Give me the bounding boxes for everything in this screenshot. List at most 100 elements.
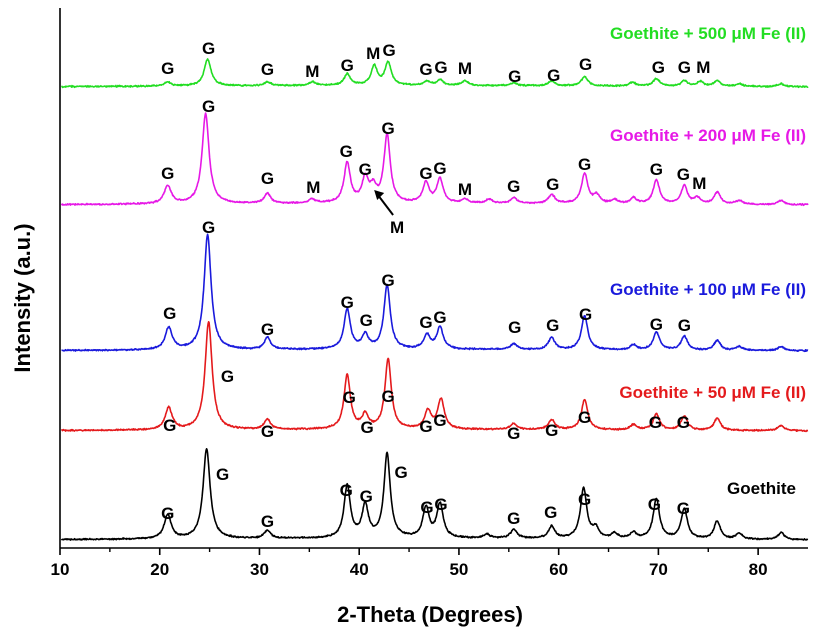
peak-label: G bbox=[419, 164, 432, 183]
peak-label: G bbox=[202, 97, 215, 116]
peak-label: M bbox=[458, 180, 472, 199]
peak-label: G bbox=[649, 413, 662, 432]
peak-label: G bbox=[343, 388, 356, 407]
y-axis-title: Intensity (a.u.) bbox=[10, 223, 35, 372]
x-tick-label: 70 bbox=[649, 560, 668, 579]
series-label: Goethite + 200 μM Fe (II) bbox=[610, 126, 806, 145]
x-tick-label: 20 bbox=[150, 560, 169, 579]
peak-label: G bbox=[221, 367, 234, 386]
peak-label: G bbox=[202, 218, 215, 237]
peak-label: G bbox=[544, 503, 557, 522]
x-tick-label: 10 bbox=[51, 560, 70, 579]
peak-label: G bbox=[678, 316, 691, 335]
peak-label: G bbox=[383, 41, 396, 60]
peak-label: G bbox=[161, 504, 174, 523]
peak-label: M bbox=[390, 218, 404, 237]
peak-label: G bbox=[546, 175, 559, 194]
peak-label: G bbox=[578, 155, 591, 174]
peak-label: G bbox=[578, 408, 591, 427]
peak-label: G bbox=[677, 499, 690, 518]
series-line bbox=[60, 112, 809, 207]
peak-label: G bbox=[420, 498, 433, 517]
series-label: Goethite bbox=[727, 479, 796, 498]
peak-label: G bbox=[161, 59, 174, 78]
peak-label: M bbox=[696, 58, 710, 77]
peak-label: G bbox=[678, 58, 691, 77]
series-line bbox=[60, 447, 809, 541]
peak-label: M bbox=[692, 174, 706, 193]
peak-label: G bbox=[161, 164, 174, 183]
plot-frame bbox=[59, 8, 808, 549]
peak-label: G bbox=[547, 66, 560, 85]
annotation-arrow-head bbox=[374, 190, 385, 200]
series-label: Goethite + 50 μM Fe (II) bbox=[619, 383, 806, 402]
peak-label: G bbox=[507, 509, 520, 528]
peak-label: G bbox=[433, 159, 446, 178]
peak-label: G bbox=[434, 495, 447, 514]
peak-label: G bbox=[361, 418, 374, 437]
peak-label: G bbox=[261, 169, 274, 188]
peak-label: G bbox=[648, 495, 661, 514]
peak-label: M bbox=[458, 59, 472, 78]
peak-label: G bbox=[650, 315, 663, 334]
peak-label: G bbox=[419, 313, 432, 332]
annotation-arrow-line bbox=[376, 193, 394, 216]
x-tick-label: 50 bbox=[449, 560, 468, 579]
peak-label: G bbox=[261, 422, 274, 441]
peak-label: G bbox=[508, 67, 521, 86]
peak-label: G bbox=[677, 165, 690, 184]
peak-label: G bbox=[202, 39, 215, 58]
peak-label: G bbox=[360, 311, 373, 330]
x-axis-title: 2-Theta (Degrees) bbox=[337, 602, 523, 627]
peak-label: G bbox=[433, 308, 446, 327]
peak-label: G bbox=[382, 387, 395, 406]
x-tick-label: 40 bbox=[350, 560, 369, 579]
x-tick-label: 80 bbox=[749, 560, 768, 579]
peak-label: G bbox=[216, 465, 229, 484]
peak-label: G bbox=[578, 490, 591, 509]
peak-label: G bbox=[394, 463, 407, 482]
peak-label: G bbox=[382, 271, 395, 290]
peak-label: G bbox=[546, 316, 559, 335]
peak-label: G bbox=[507, 424, 520, 443]
peak-label: M bbox=[306, 178, 320, 197]
peak-label: G bbox=[507, 177, 520, 196]
series-label: Goethite + 500 μM Fe (II) bbox=[610, 24, 806, 43]
traces bbox=[60, 58, 809, 541]
peak-label: M bbox=[366, 44, 380, 63]
peak-label: G bbox=[163, 304, 176, 323]
peak-label: M bbox=[305, 62, 319, 81]
x-tick-label: 30 bbox=[250, 560, 269, 579]
peak-label: G bbox=[341, 293, 354, 312]
peak-label: G bbox=[261, 512, 274, 531]
peak-label: G bbox=[508, 318, 521, 337]
series-labels: Goethite Goethite + 50 μM Fe (II) Goethite… bbox=[610, 24, 806, 498]
peak-label: G bbox=[650, 160, 663, 179]
x-tick-label: 60 bbox=[549, 560, 568, 579]
peak-label: G bbox=[163, 416, 176, 435]
peak-label: G bbox=[341, 56, 354, 75]
peak-label: G bbox=[419, 60, 432, 79]
peak-label: G bbox=[360, 487, 373, 506]
series-label: Goethite + 100 μM Fe (II) bbox=[610, 280, 806, 299]
peak-label: G bbox=[382, 119, 395, 138]
x-axis: 10 20 30 40 50 60 70 80 bbox=[51, 548, 768, 579]
peak-label: G bbox=[434, 58, 447, 77]
series-line bbox=[60, 320, 809, 433]
peak-label: G bbox=[652, 58, 665, 77]
peak-label: G bbox=[359, 160, 372, 179]
series-line bbox=[61, 233, 809, 353]
peak-label: G bbox=[261, 320, 274, 339]
peak-label: G bbox=[579, 305, 592, 324]
peak-label: G bbox=[433, 411, 446, 430]
peak-label: G bbox=[579, 55, 592, 74]
peak-label: G bbox=[340, 142, 353, 161]
peak-label: G bbox=[419, 417, 432, 436]
peak-label: G bbox=[677, 413, 690, 432]
series-line bbox=[60, 58, 809, 89]
peak-label: G bbox=[340, 481, 353, 500]
peak-label: G bbox=[545, 421, 558, 440]
peak-label: G bbox=[261, 60, 274, 79]
